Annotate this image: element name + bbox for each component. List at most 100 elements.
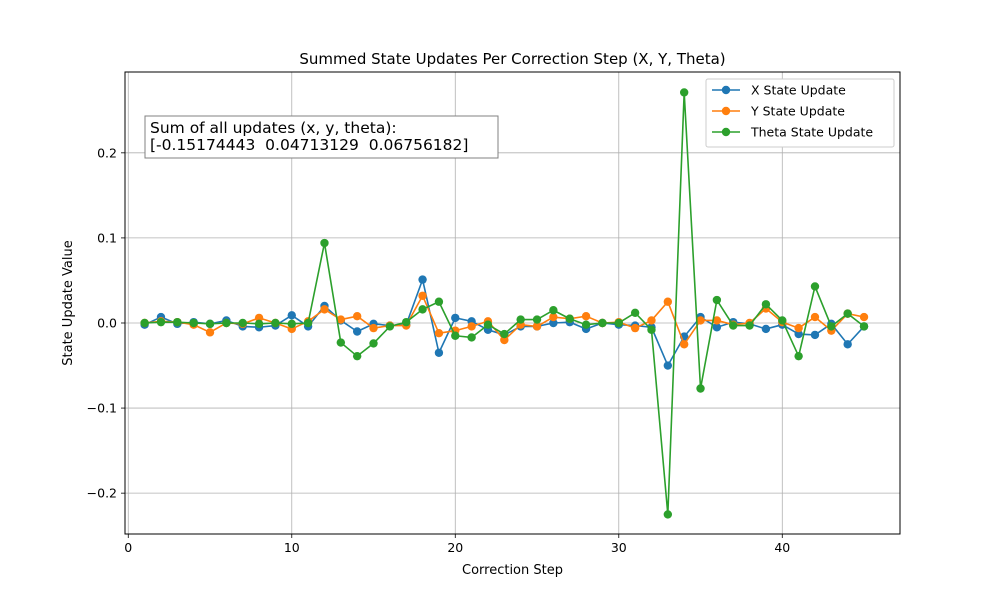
sum-annotation: Sum of all updates (x, y, theta): [-0.15…	[144, 115, 499, 159]
theta-state-update-point	[451, 331, 460, 340]
legend-label: X State Update	[751, 83, 846, 98]
theta-state-update-point	[761, 300, 771, 309]
y-state-update-point	[581, 311, 591, 321]
y-state-update-point	[859, 312, 869, 322]
y-tick-label: −0.1	[87, 401, 117, 416]
legend-swatch-marker	[721, 85, 731, 95]
y-tick-label: 0.0	[97, 315, 117, 330]
theta-state-update-point	[647, 325, 656, 335]
x-tick-label: 0	[124, 540, 132, 555]
theta-state-update-point	[598, 318, 607, 328]
y-tick-label: 0.1	[97, 230, 117, 245]
y-state-update-point	[549, 312, 558, 322]
y-state-update-point	[663, 297, 673, 306]
annotation-line-1: Sum of all updates (x, y, theta):	[150, 119, 397, 137]
theta-state-update-point	[549, 306, 558, 315]
theta-state-update-point	[663, 510, 673, 519]
theta-state-update-point	[729, 321, 738, 330]
legend-label: Theta State Update	[750, 125, 873, 140]
theta-state-update-point	[140, 318, 149, 328]
x-tick-label: 40	[774, 540, 790, 555]
theta-state-update-point	[614, 318, 623, 328]
theta-state-update-point	[827, 322, 836, 331]
legend: X State Update Y State Update Theta State …	[705, 78, 895, 148]
theta-state-update-point	[516, 315, 525, 324]
theta-state-update-series	[140, 88, 869, 519]
theta-state-update-point	[271, 318, 280, 328]
theta-state-update-point	[320, 238, 329, 248]
theta-state-update-point	[630, 308, 640, 317]
x-state-update-point	[810, 330, 820, 340]
theta-state-update-point	[222, 318, 231, 328]
y-state-update-point	[794, 323, 803, 333]
x-state-update-point	[352, 327, 362, 336]
legend-item-x-state-update: X State Update	[712, 83, 846, 98]
theta-state-update-point	[712, 295, 722, 305]
theta-state-update-point	[369, 339, 378, 348]
theta-state-update-point	[156, 317, 166, 327]
x-state-update-point	[712, 323, 722, 332]
y-state-update-point	[500, 335, 509, 345]
x-state-update-point	[451, 313, 460, 323]
y-state-update-point	[467, 322, 476, 331]
x-tick-label: 10	[284, 540, 300, 555]
theta-state-update-point	[402, 317, 411, 327]
theta-state-update-point	[581, 320, 591, 329]
y-state-update-point	[418, 291, 427, 300]
theta-state-update-point	[696, 384, 705, 393]
y-state-update-point	[352, 311, 362, 321]
x-state-update-point	[287, 311, 296, 320]
x-state-update-point	[663, 361, 673, 370]
theta-state-update-point	[565, 314, 574, 323]
series-layer	[140, 88, 869, 519]
x-state-update-point	[549, 318, 558, 328]
theta-state-update-point	[843, 309, 852, 318]
y-state-update-point	[434, 329, 444, 338]
x-state-update-point	[434, 348, 444, 357]
theta-state-update-point	[532, 315, 542, 324]
theta-state-update-point	[778, 316, 787, 325]
legend-swatch-marker	[721, 106, 731, 116]
plot-frame	[124, 71, 901, 535]
theta-state-update-point	[418, 305, 427, 314]
theta-state-update-point	[434, 297, 444, 306]
y-axis-title: State Update Value	[61, 240, 76, 365]
legend-item-y-state-update: Y State Update	[712, 104, 845, 119]
theta-state-update-point	[352, 351, 362, 361]
y-state-update-point	[647, 316, 656, 325]
x-axis-title: Correction Step	[462, 563, 563, 578]
x-state-update-point	[843, 340, 852, 349]
legend-box	[705, 78, 895, 148]
theta-state-update-point	[189, 318, 198, 328]
theta-state-update-point	[238, 318, 247, 328]
legend-swatch-marker	[721, 127, 731, 137]
theta-state-update-point	[336, 338, 346, 347]
y-state-update-point	[254, 313, 264, 323]
theta-state-update-point	[173, 317, 182, 327]
annotation-line-2: [-0.15174443 0.04713129 0.06756182]	[150, 136, 468, 154]
theta-state-update-point	[859, 322, 869, 331]
annotation-box	[144, 115, 499, 159]
theta-state-update-point	[303, 318, 313, 328]
theta-state-update-point	[810, 282, 820, 291]
theta-state-update-point	[287, 319, 296, 329]
x-tick-label: 30	[611, 540, 627, 555]
y-tick-label: −0.2	[87, 486, 117, 501]
y-state-update-point	[712, 316, 722, 325]
theta-state-update-point	[679, 88, 689, 97]
y-state-update-point	[320, 305, 329, 314]
theta-state-update-point	[205, 319, 215, 329]
y-state-update-point	[336, 315, 346, 324]
theta-state-update-point	[254, 319, 264, 329]
legend-item-theta-state-update: Theta State Update	[712, 125, 873, 140]
y-state-update-point	[679, 340, 689, 349]
y-state-update-point	[810, 312, 820, 322]
y-state-update-point	[630, 323, 640, 333]
axis-ticks: 0 10 20 30 40 −0.2 −0.1 0.0 0.1 0.2	[87, 145, 791, 555]
y-state-update-point	[532, 322, 542, 331]
theta-state-update-point	[385, 322, 395, 331]
theta-state-update-point	[500, 329, 509, 339]
x-state-update-point	[761, 324, 771, 334]
theta-state-update-point	[483, 320, 493, 329]
